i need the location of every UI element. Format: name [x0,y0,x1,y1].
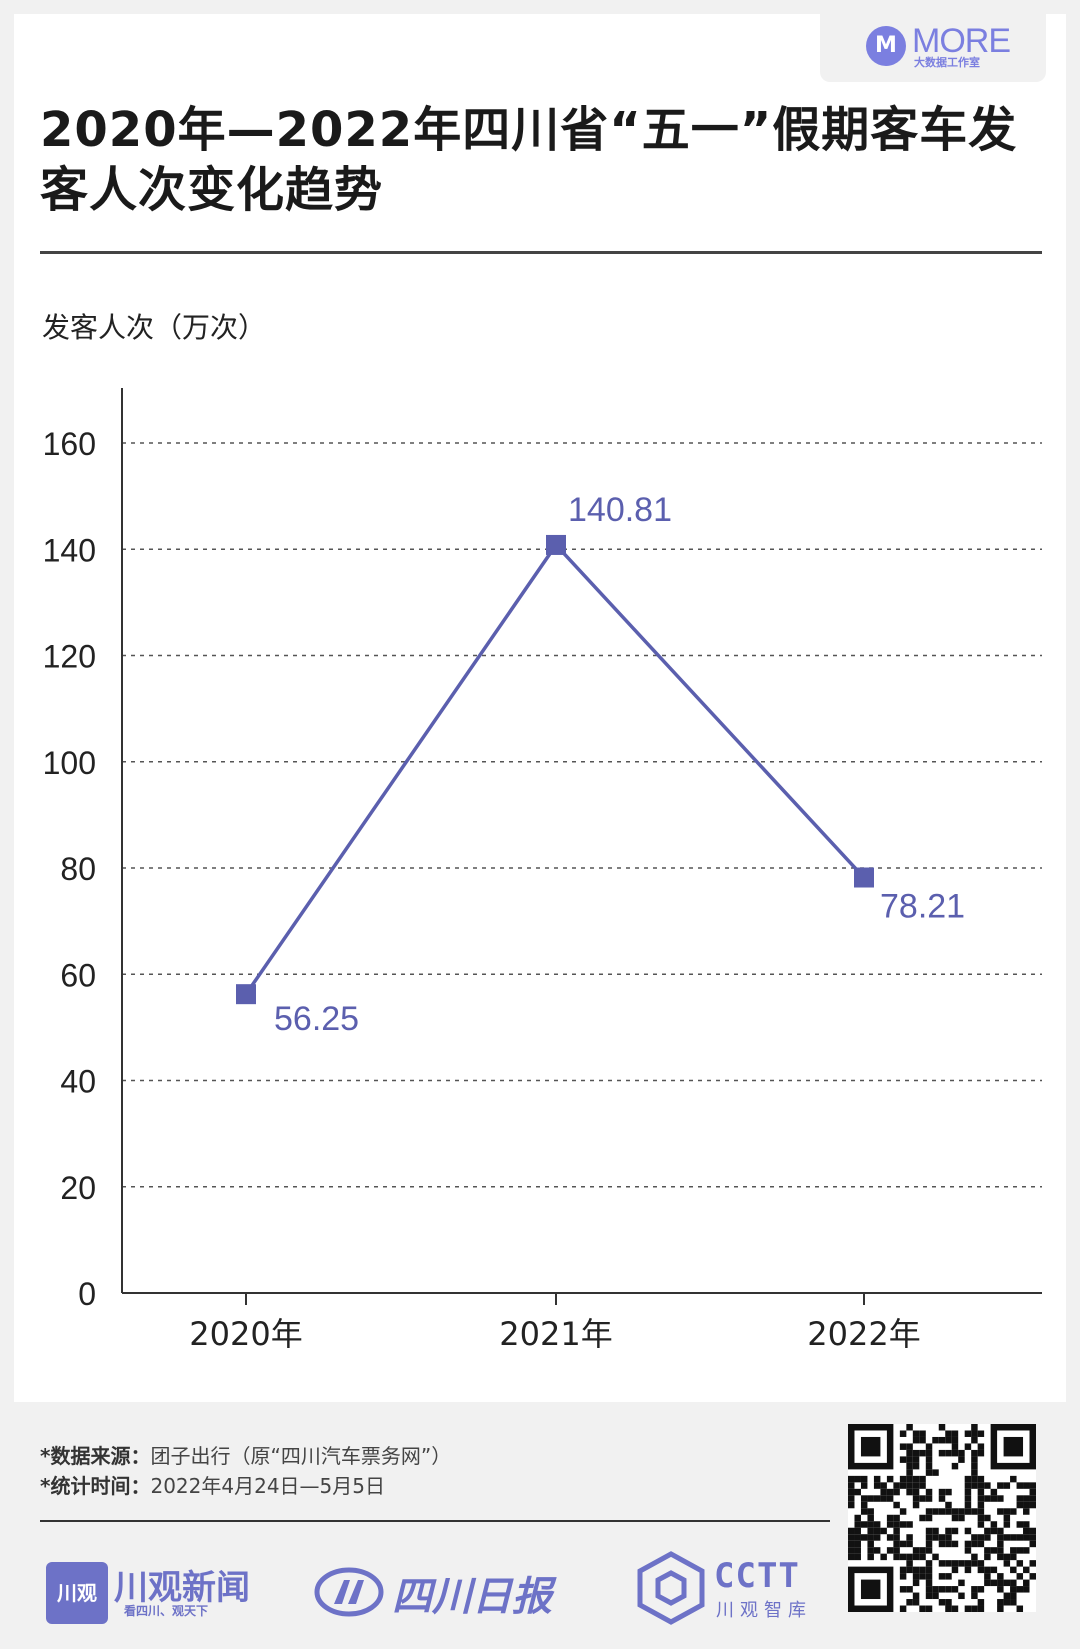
y-tick-label: 120 [43,639,96,675]
time-label: *统计时间： [40,1474,151,1498]
cctt-sub: 川观智库 [716,1600,812,1621]
y-tick-label: 60 [60,957,96,993]
x-tick-label: 2021年 [499,1315,612,1353]
data-point-marker [236,984,256,1005]
chuanguan-news-name: 川观新闻 [114,1568,250,1608]
chuanguan-slogan: 看四川、观天下 [124,1604,209,1618]
data-label: 78.21 [880,888,965,926]
more-logo: M MORE 大数据工作室 [866,22,1016,72]
y-tick-label: 100 [43,745,96,781]
y-tick-label: 20 [60,1170,96,1206]
time-text: 2022年4月24日—5月5日 [150,1474,385,1498]
page-title: 2020年—2022年四川省“五一”假期客车发客人次变化趋势 [40,102,1018,218]
footer-rule [40,1520,830,1522]
data-label: 140.81 [568,491,672,529]
x-tick-label: 2022年 [807,1315,920,1353]
data-point-marker [546,534,566,555]
y-tick-label: 80 [60,851,96,887]
chuanguan-logo-icon: 川观 [46,1562,108,1624]
logo-tab [820,14,1046,82]
chart-card [14,14,1066,1402]
line-chart: 0 20 40 60 80 100 120 140 160 2020年 2021年 2022年 56… [43,388,1042,1353]
y-tick-label: 40 [60,1064,96,1100]
source-line: *数据来源：团子出行（原“四川汽车票务网”） [40,1440,451,1469]
x-tick-labels: 2020年 2021年 2022年 [189,1315,920,1353]
y-tick-label: 140 [43,532,96,568]
series-line [244,542,866,996]
data-point-marker [854,867,874,888]
data-label: 56.25 [274,1000,359,1038]
y-tick-labels: 0 20 40 60 80 100 120 140 160 [43,426,96,1312]
logo-sub: 大数据工作室 [914,56,980,69]
more-logo-glyph: M [875,33,897,58]
source-text: 团子出行（原“四川汽车票务网”） [150,1444,452,1468]
title-rule [40,251,1042,254]
sichuan-daily-logo-icon [314,1567,384,1617]
source-label: *数据来源： [40,1444,151,1468]
cctt-logo-icon [637,1551,705,1625]
data-labels: 56.25 140.81 78.21 [274,491,965,1038]
qr-code-icon[interactable] [848,1424,1036,1612]
axes [121,388,1042,1305]
y-tick-label: 160 [43,426,96,462]
series [236,534,874,1005]
grid-lines [122,442,1042,1188]
sichuan-daily-name: 四川日报 [392,1573,552,1620]
x-tick-label: 2020年 [189,1315,302,1353]
more-logo-icon [866,26,906,66]
y-axis-label: 发客人次（万次） [42,311,267,344]
time-line: *统计时间：2022年4月24日—5月5日 [40,1470,385,1499]
logo-word: MORE [912,22,1011,60]
y-tick-label: 0 [78,1276,96,1312]
cctt-name: CCTT [714,1556,800,1596]
